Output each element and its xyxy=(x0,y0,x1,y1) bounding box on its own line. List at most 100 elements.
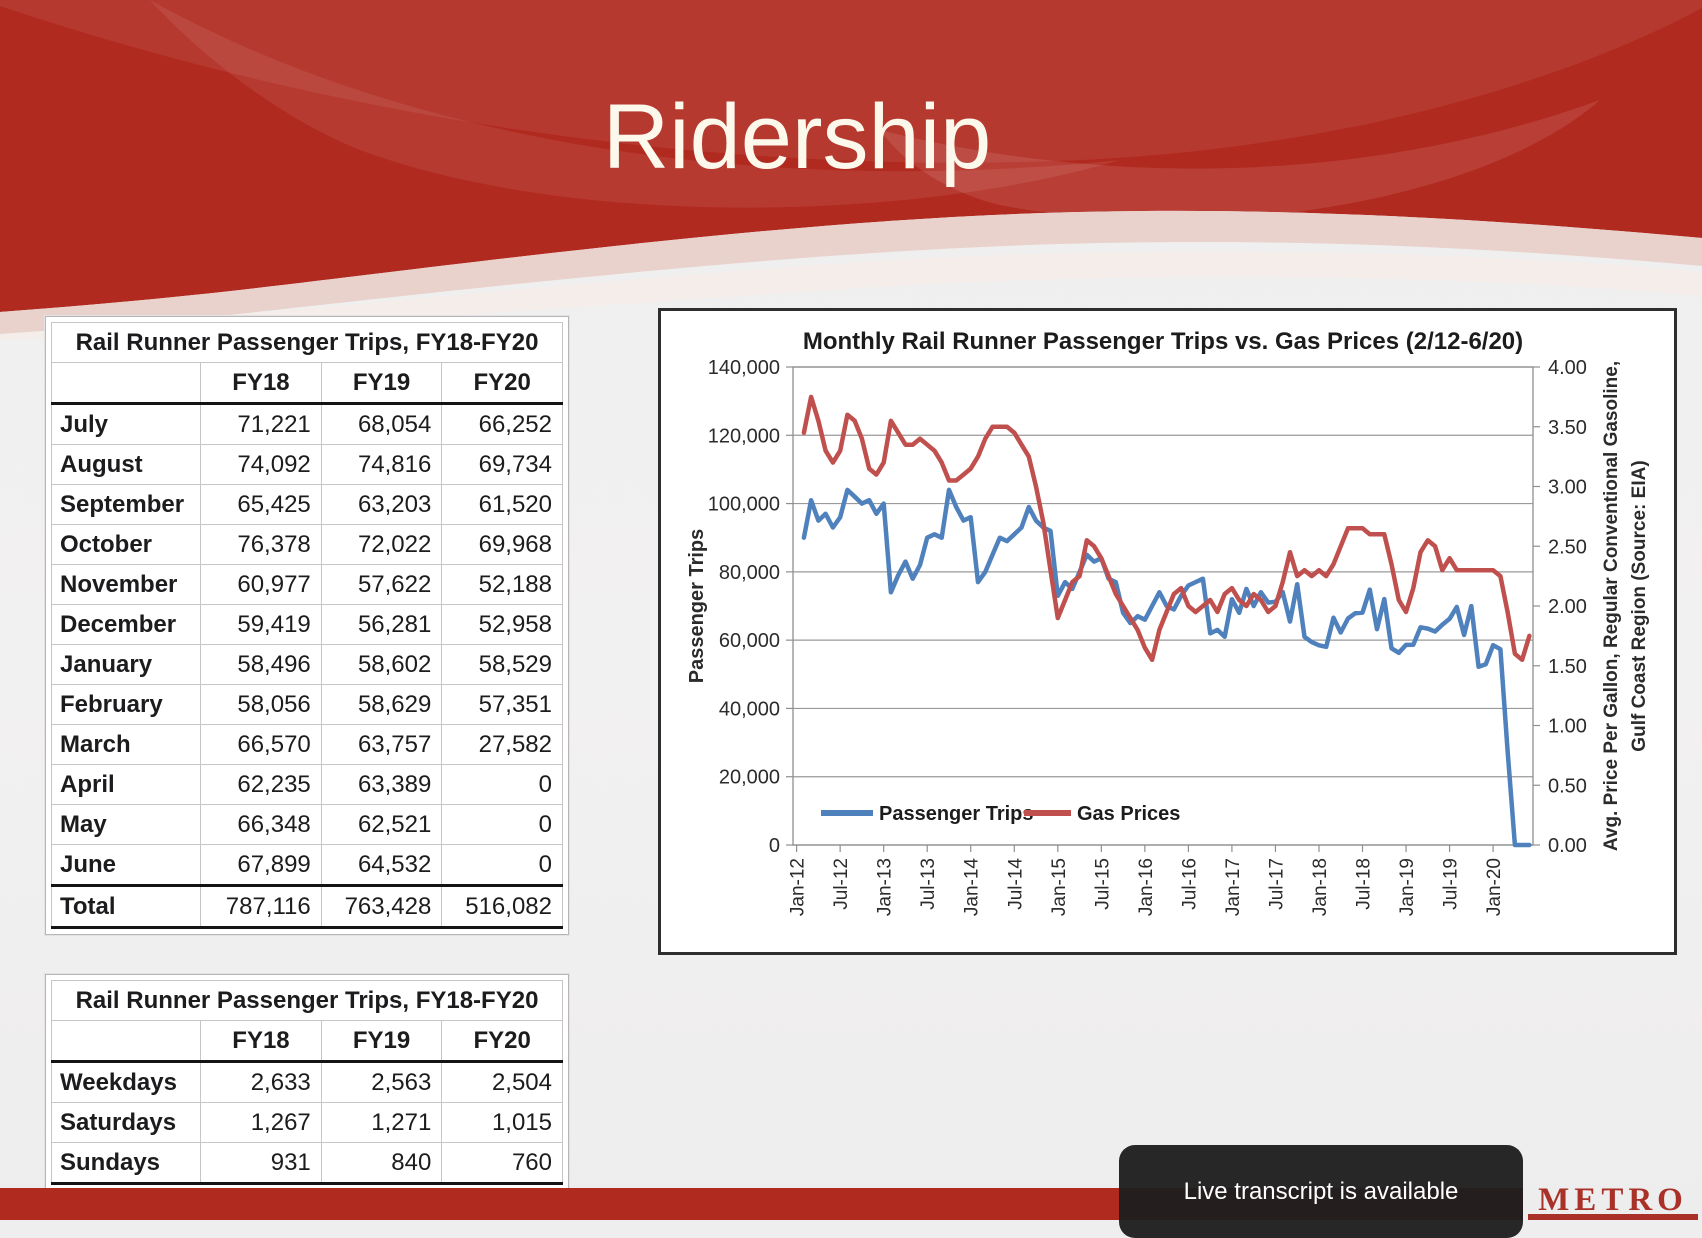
column-header-fy20: FY20 xyxy=(441,1020,563,1063)
row-label: Saturdays xyxy=(50,1102,202,1143)
header-pink-band-faint xyxy=(0,251,1702,340)
monthly-trips-table-card: Rail Runner Passenger Trips, FY18-FY20 F… xyxy=(45,316,569,935)
cell-value: 57,622 xyxy=(320,564,443,605)
row-label: September xyxy=(50,484,202,525)
legend-label: Gas Prices xyxy=(1077,803,1180,825)
y2-axis-tick-label: 3.50 xyxy=(1548,417,1587,439)
y-axis-tick-label: 40,000 xyxy=(719,698,780,720)
cell-value: 1,267 xyxy=(200,1102,322,1143)
cell-value: 61,520 xyxy=(441,484,563,525)
x-axis-tick-label: Jul-17 xyxy=(1266,858,1287,910)
y-axis-tick-label: 80,000 xyxy=(719,562,780,584)
header-swoosh-right xyxy=(880,100,1600,221)
y2-axis-title: Avg. Price Per Gallon, Regular Conventio… xyxy=(1601,361,1622,851)
x-axis-tick-label: Jan-12 xyxy=(788,858,809,916)
x-axis-tick-label: Jul-14 xyxy=(1005,858,1026,910)
row-label: October xyxy=(50,524,202,565)
table-row: Sundays 931 840 760 xyxy=(50,1142,563,1185)
cell-value: 60,977 xyxy=(200,564,322,605)
cell-value: 72,022 xyxy=(320,524,443,565)
cell-value: 63,389 xyxy=(320,764,443,805)
table-row: January 58,496 58,602 58,529 xyxy=(50,644,563,685)
row-label: Sundays xyxy=(50,1142,202,1185)
x-axis-tick-label: Jul-12 xyxy=(831,858,852,910)
x-axis-tick-label: Jan-20 xyxy=(1484,858,1505,916)
table-row: April 62,235 63,389 0 xyxy=(50,764,563,805)
live-transcript-toast[interactable]: Live transcript is available xyxy=(1119,1145,1523,1238)
cell-value: 58,056 xyxy=(200,684,322,725)
series-gas-prices xyxy=(801,394,1532,663)
table-row: July 71,221 68,054 66,252 xyxy=(50,403,563,445)
column-header-fy19: FY19 xyxy=(320,1020,443,1063)
cell-value: 2,504 xyxy=(441,1061,563,1103)
daily-avg-table: Rail Runner Passenger Trips, FY18-FY20 F… xyxy=(50,980,563,1185)
slide-title: Ridership xyxy=(603,86,992,188)
y2-axis-tick-label: 2.50 xyxy=(1548,536,1587,558)
legend-label: Passenger Trips xyxy=(879,803,1034,825)
column-header-blank xyxy=(50,1020,202,1063)
y2-axis-tick-label: 2.00 xyxy=(1548,596,1587,618)
cell-value: 71,221 xyxy=(200,403,322,445)
header-swoosh-top xyxy=(0,0,1702,163)
cell-value: 76,378 xyxy=(200,524,322,565)
cell-value: 0 xyxy=(441,844,563,886)
table-row: February 58,056 58,629 57,351 xyxy=(50,684,563,725)
y-axis-tick-label: 100,000 xyxy=(708,494,780,516)
cell-value: 66,252 xyxy=(441,403,563,445)
x-axis-tick-label: Jul-16 xyxy=(1179,858,1200,910)
table-row: June 67,899 64,532 0 xyxy=(50,844,563,886)
y2-axis-tick-label: 4.00 xyxy=(1548,357,1587,379)
x-axis-tick-label: Jul-18 xyxy=(1354,858,1375,910)
cell-value: 52,188 xyxy=(441,564,563,605)
column-header-fy18: FY18 xyxy=(200,1020,322,1063)
header-pink-band xyxy=(0,210,1702,334)
y-axis-tick-label: 120,000 xyxy=(708,425,780,447)
cell-value: 58,529 xyxy=(441,644,563,685)
row-label: January xyxy=(50,644,202,685)
x-axis-tick-label: Jan-18 xyxy=(1310,858,1331,916)
header-base-shape xyxy=(0,0,1702,312)
cell-value: 65,425 xyxy=(200,484,322,525)
cell-value: 66,570 xyxy=(200,724,322,765)
cell-value: 27,582 xyxy=(441,724,563,765)
cell-value: 760 xyxy=(441,1142,563,1185)
table-row: December 59,419 56,281 52,958 xyxy=(50,604,563,645)
x-axis-tick-label: Jan-15 xyxy=(1049,858,1070,916)
cell-value: 62,521 xyxy=(320,804,443,845)
cell-value: 1,271 xyxy=(320,1102,443,1143)
cell-value: 57,351 xyxy=(441,684,563,725)
cell-value: 787,116 xyxy=(200,884,322,929)
y2-axis-tick-label: 3.00 xyxy=(1548,477,1587,499)
table-row: Total 787,116 763,428 516,082 xyxy=(50,884,563,929)
cell-value: 58,496 xyxy=(200,644,322,685)
x-axis-tick-label: Jan-19 xyxy=(1397,858,1418,916)
cell-value: 69,734 xyxy=(441,444,563,485)
chart-title: Monthly Rail Runner Passenger Trips vs. … xyxy=(803,328,1523,355)
row-label: February xyxy=(50,684,202,725)
cell-value: 52,958 xyxy=(441,604,563,645)
cell-value: 63,203 xyxy=(320,484,443,525)
column-header-fy20: FY20 xyxy=(441,362,563,405)
metro-logo: METRO xyxy=(1538,1182,1688,1218)
y-axis-title: Passenger Trips xyxy=(686,529,708,684)
table-row: March 66,570 63,757 27,582 xyxy=(50,724,563,765)
cell-value: 59,419 xyxy=(200,604,322,645)
cell-value: 2,563 xyxy=(320,1061,443,1103)
chart-container: 0 20,000 40,000 60,000 80,000 100,000 120,000 1… xyxy=(658,308,1677,955)
y-axis-tick-label: 20,000 xyxy=(719,767,780,789)
x-axis-tick-label: Jul-13 xyxy=(918,858,939,910)
x-axis-tick-label: Jan-13 xyxy=(875,858,896,916)
cell-value: 74,092 xyxy=(200,444,322,485)
cell-value: 2,633 xyxy=(200,1061,322,1103)
y2-axis-tick-label: 1.00 xyxy=(1548,716,1587,738)
header-swoosh-left xyxy=(150,0,1120,208)
slide-header-graphic: Ridership xyxy=(0,0,1702,340)
y2-axis-tick-label: 0.00 xyxy=(1548,835,1587,857)
cell-value: 0 xyxy=(441,764,563,805)
y-axis-tick-label: 60,000 xyxy=(719,630,780,652)
row-label: May xyxy=(50,804,202,845)
row-label: December xyxy=(50,604,202,645)
cell-value: 68,054 xyxy=(320,403,443,445)
row-label: November xyxy=(50,564,202,605)
monthly-trips-table: Rail Runner Passenger Trips, FY18-FY20 F… xyxy=(50,322,563,929)
